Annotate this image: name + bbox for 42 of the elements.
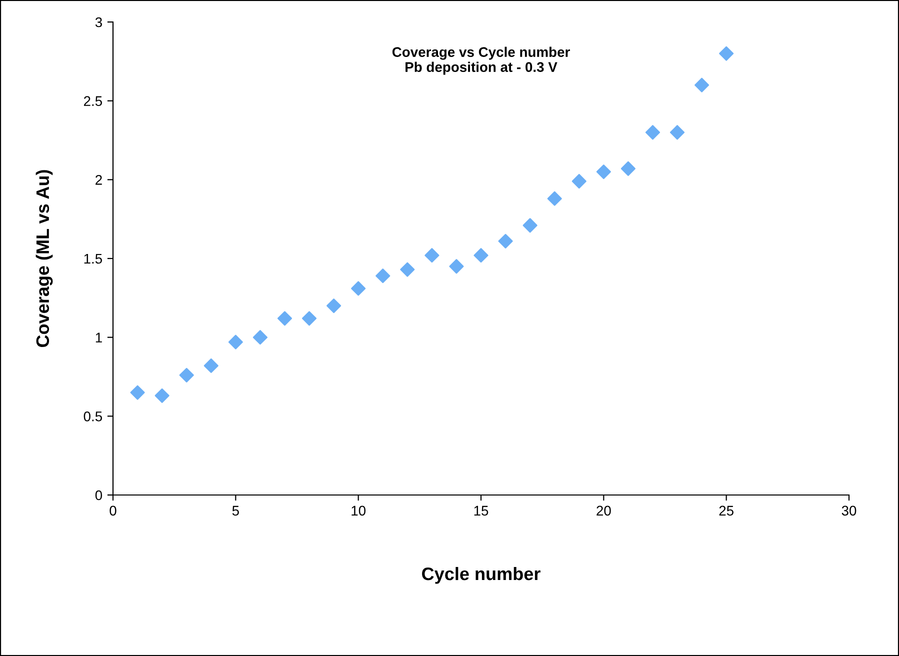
y-tick-label: 3: [95, 17, 102, 28]
x-tick-label: 25: [719, 506, 734, 516]
point: [694, 78, 710, 92]
y-tick-label: 2.5: [84, 96, 102, 106]
x-tick-label: 0: [110, 506, 116, 516]
point: [351, 281, 366, 296]
point: [154, 388, 170, 403]
x-tick-label: 15: [474, 506, 488, 516]
x-tick-label: 20: [596, 506, 611, 516]
y-tick-label: 0: [95, 490, 102, 500]
point: [572, 174, 586, 189]
point: [474, 248, 488, 263]
y-axis-title: Coverage (ML vs Au): [36, 170, 53, 348]
text: Coverage vs Cycle number Pb deposition at - 0.3 V: [392, 46, 570, 75]
point: [547, 191, 562, 206]
point: [670, 125, 685, 140]
point: [645, 125, 660, 140]
point: [498, 234, 513, 248]
point: [130, 385, 145, 400]
y-tick-label: 1.5: [84, 254, 102, 264]
point: [424, 248, 440, 263]
point: [277, 311, 292, 326]
point: [620, 161, 636, 176]
y-tick-label: 2: [96, 175, 102, 185]
point: [522, 218, 538, 233]
y-tick-label: 1: [96, 332, 102, 342]
point: [326, 298, 342, 314]
point: [204, 358, 218, 373]
x-tick-label: 10: [352, 506, 366, 516]
point: [228, 334, 243, 350]
point: [376, 268, 390, 284]
x-tick-label: 30: [842, 506, 856, 516]
y-tick-label: 0.5: [84, 412, 102, 422]
point: [179, 368, 194, 382]
point: [719, 46, 734, 61]
point: [302, 311, 317, 326]
point: [596, 164, 611, 180]
point: [252, 330, 268, 345]
x-tick-label: 5: [232, 506, 239, 516]
point: [449, 259, 464, 274]
x-axis-title: Cycle number: [422, 566, 540, 584]
point: [400, 262, 415, 277]
